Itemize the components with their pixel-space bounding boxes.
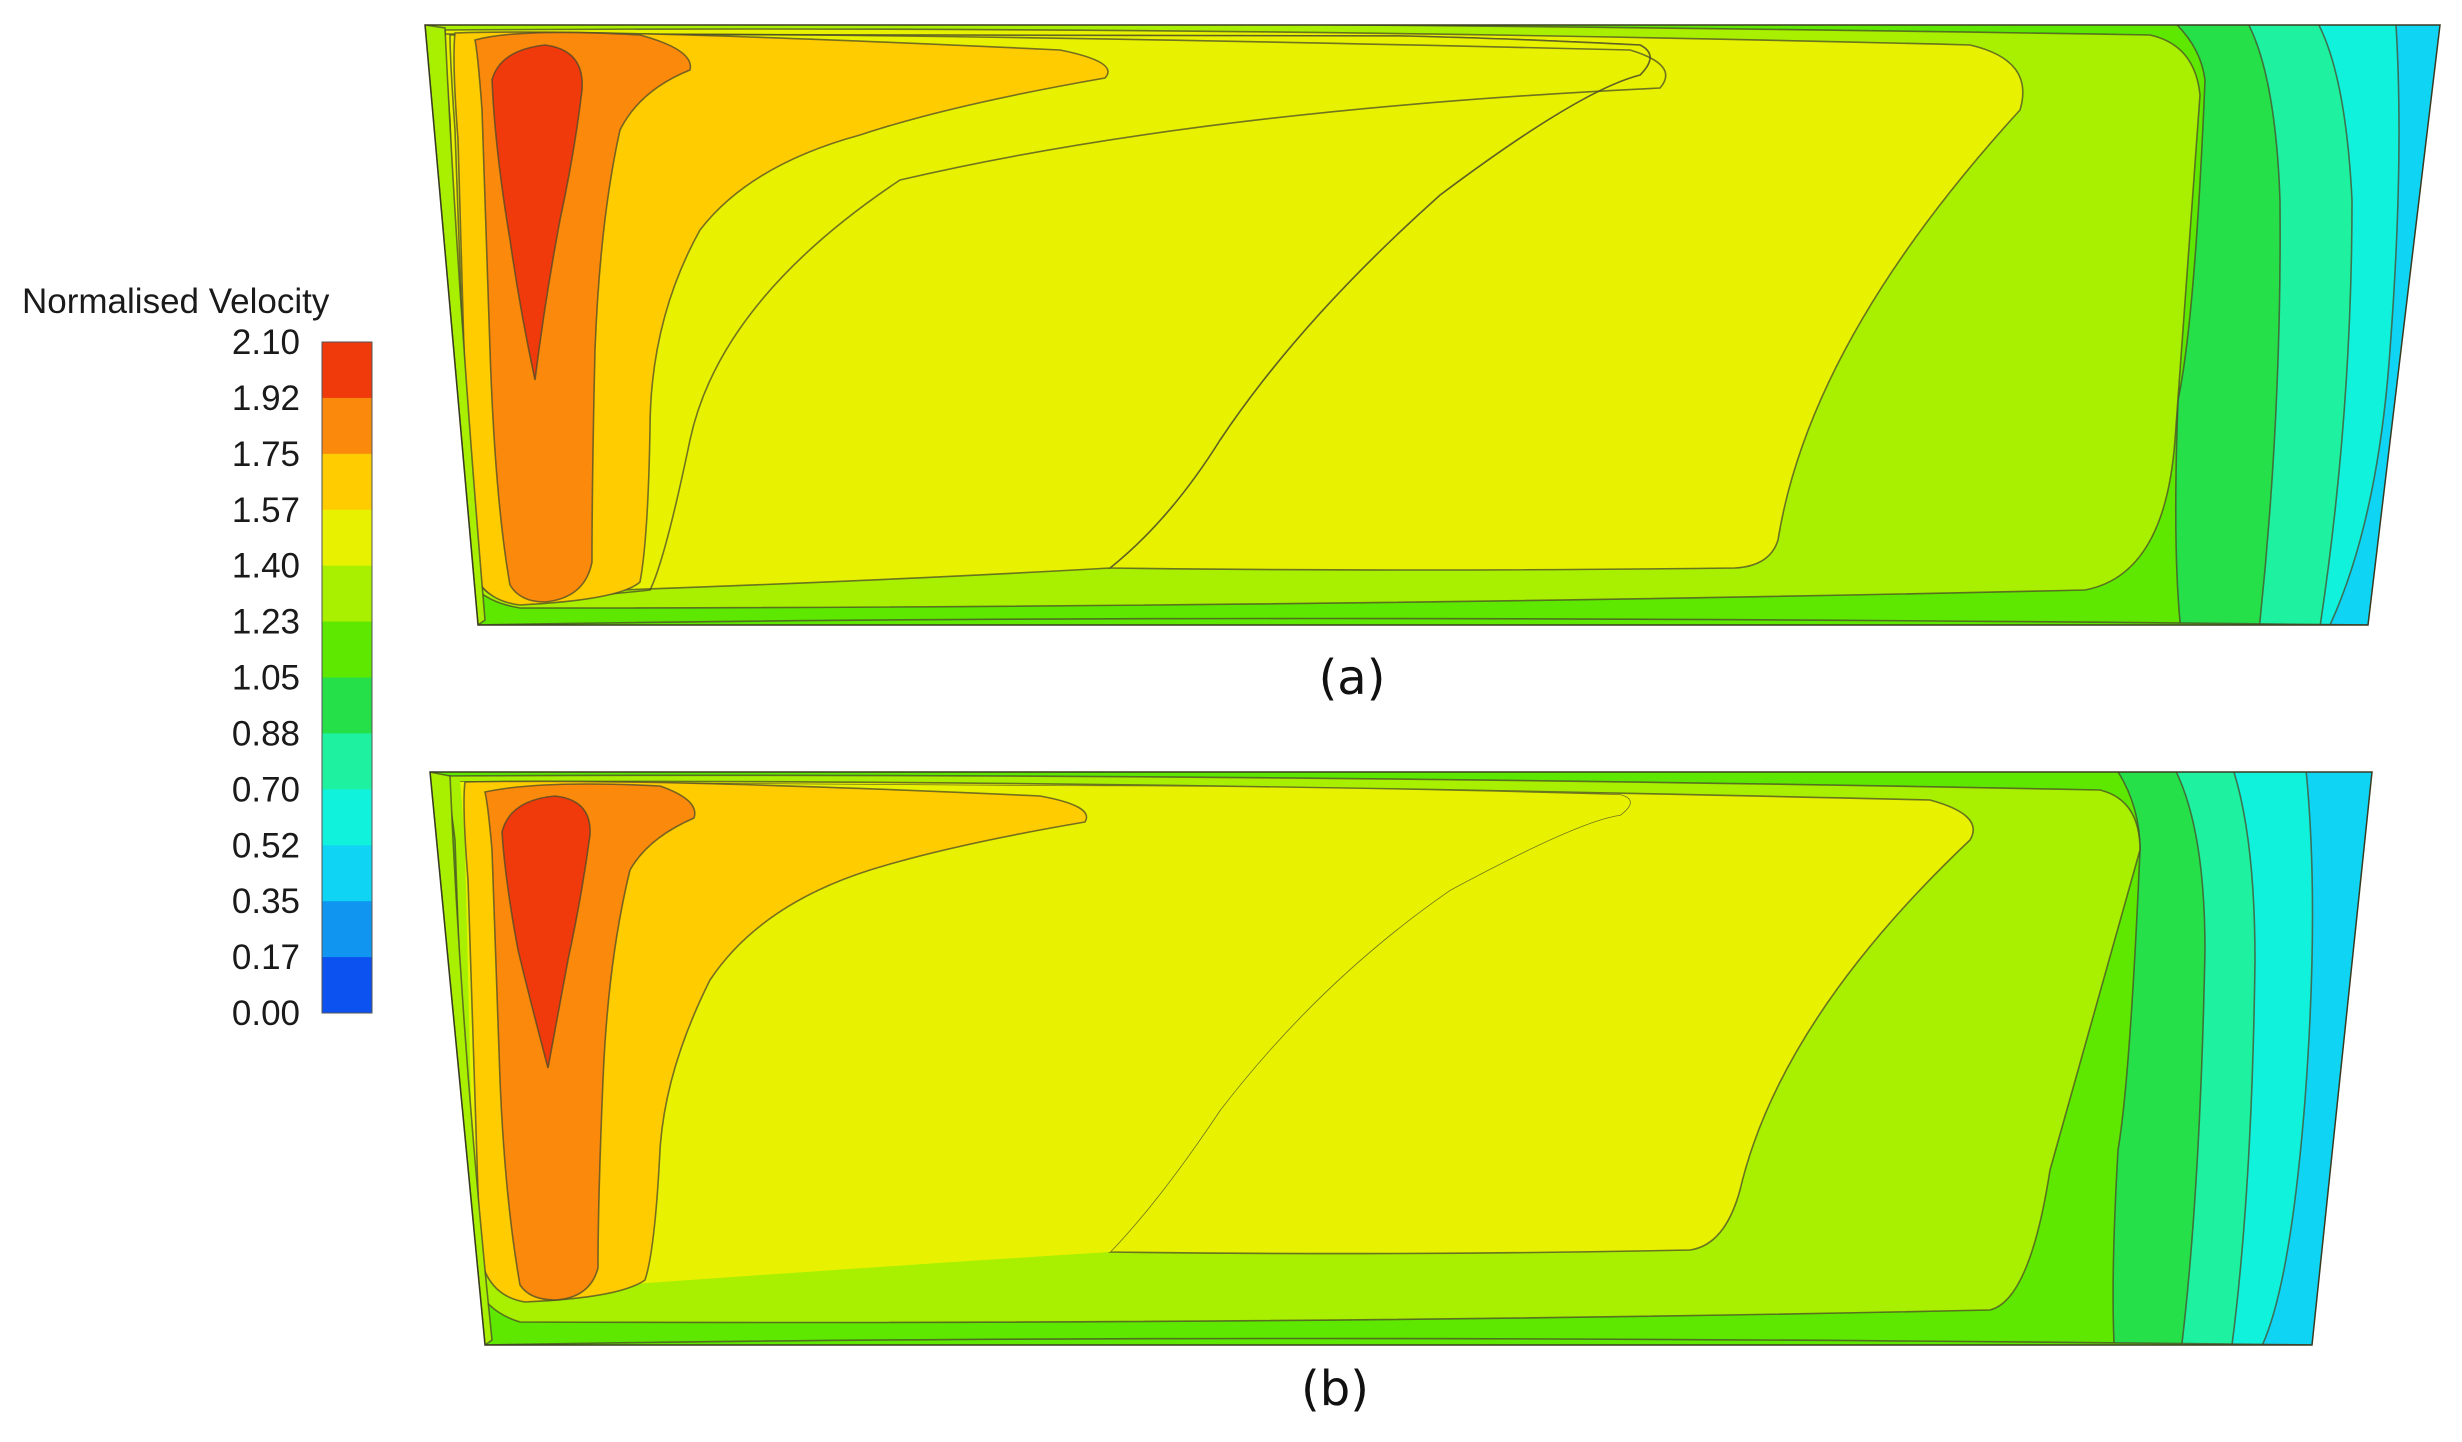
- contour-panel-a: [425, 25, 2440, 625]
- legend-tick-label: 1.05: [232, 659, 300, 698]
- legend-band: [322, 621, 372, 678]
- legend-band: [322, 453, 372, 511]
- panel-label-a: (a): [1319, 650, 1386, 706]
- legend-tick-label: 1.92: [232, 379, 300, 418]
- legend-band: [322, 397, 372, 455]
- left-edge-band-a: [425, 25, 486, 625]
- legend-band: [322, 733, 372, 790]
- region-2.10: [501, 795, 591, 1069]
- legend-band: [322, 342, 372, 399]
- panel-a-outline: [424, 24, 2441, 626]
- legend-tick-label: 0.17: [232, 938, 300, 977]
- legend-band: [322, 565, 372, 623]
- legend-tick-label: 2.10: [232, 323, 300, 362]
- legend-ticks: 2.10 1.92 1.75 1.57 1.40 1.23 1.05 0.88 0.70 0.52…: [232, 323, 300, 1033]
- legend-band: [322, 509, 372, 567]
- legend-band: [322, 845, 372, 902]
- legend-tick-label: 0.00: [232, 994, 300, 1033]
- legend-band: [322, 957, 372, 1014]
- bottom-edge-band-b: [484, 1337, 2313, 1345]
- color-legend: [321, 341, 373, 1014]
- legend-tick-label: 1.40: [232, 547, 300, 586]
- legend-tick-label: 0.70: [232, 770, 300, 809]
- bottom-edge-band-a: [477, 617, 2369, 625]
- legend-tick-label: 0.88: [232, 714, 300, 753]
- legend-tick-label: 0.35: [232, 882, 300, 921]
- legend-tick-label: 0.52: [232, 826, 300, 865]
- panel-label-b: (b): [1301, 1361, 1369, 1417]
- legend-tick-label: 1.57: [232, 491, 300, 530]
- legend-tick-label: 1.23: [232, 603, 300, 642]
- legend-tick-label: 1.75: [232, 435, 300, 474]
- legend-band: [322, 789, 372, 846]
- region-1.75: [453, 31, 1109, 606]
- legend-band: [322, 677, 372, 734]
- contour-panel-b: [430, 772, 2372, 1345]
- legend-title: Normalised Velocity: [22, 282, 330, 321]
- left-edge-band-b: [430, 772, 493, 1345]
- panel-b-outline: [429, 771, 2373, 1346]
- legend-border: [321, 341, 373, 1014]
- legend-band: [322, 901, 372, 958]
- region-2.10: [491, 44, 583, 381]
